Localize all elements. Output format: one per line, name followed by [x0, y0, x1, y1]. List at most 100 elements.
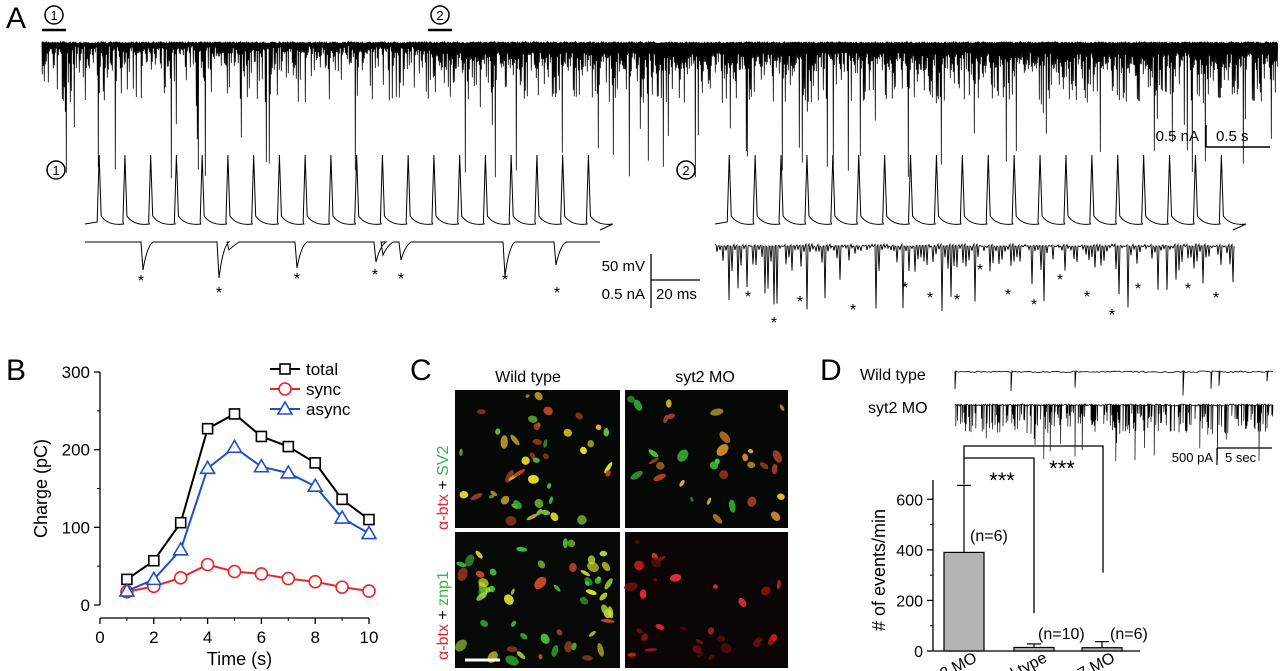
fluorescent-spot: [506, 646, 518, 653]
fluorescent-spot: [677, 449, 689, 462]
panel-d-scale-bar: 500 pA 5 sec: [1172, 447, 1272, 465]
fluorescent-spot: [603, 427, 610, 437]
x-tick-label: 2: [149, 628, 158, 647]
charge-line-chart: 0 100 200 300 0 2 4 6 8 10 Time (s) Charge (pC) tota…: [31, 360, 378, 669]
fluorescent-spot: [569, 562, 577, 573]
fluorescent-spot: [755, 637, 763, 643]
micrograph-wild-znp1: [455, 532, 620, 668]
data-point-sync: [281, 571, 296, 586]
syt2-mo-current-trace: [954, 402, 1274, 462]
fluorescent-spot: [635, 539, 640, 545]
fluorescent-spot: [776, 579, 781, 590]
fluorescent-spot: [738, 597, 747, 608]
row-label-znp1-plus: +: [435, 606, 452, 624]
data-point-sync: [173, 571, 188, 585]
event-asterisk: *: [398, 271, 404, 288]
fluorescent-spot: [478, 578, 489, 588]
fluorescent-spot: [550, 512, 559, 522]
legend-marker-total: [279, 363, 291, 375]
data-point-sync: [200, 557, 215, 572]
fluorescent-spot: [605, 469, 611, 477]
fluorescent-spot: [627, 395, 635, 403]
fluorescent-spot: [714, 458, 720, 465]
fluorescent-spot: [505, 655, 519, 666]
event-asterisk: *: [1109, 307, 1115, 324]
marker-1-top: 1: [42, 5, 66, 32]
fluorescent-spot: [543, 406, 553, 416]
fluorescent-spot: [532, 438, 542, 445]
inset-1-asterisks: * * * * * * *: [138, 267, 560, 302]
event-asterisk: *: [771, 315, 777, 332]
fluorescent-spot: [624, 582, 638, 592]
fluorescent-spot: [551, 645, 559, 657]
panel-b-letter: B: [6, 354, 26, 387]
long-current-trace: [41, 40, 1278, 179]
fluorescent-spot: [761, 586, 771, 596]
fluorescent-spot: [679, 480, 685, 487]
fluorescent-spot: [665, 399, 672, 408]
inset-scale-bar: 50 mV 0.5 nA 20 ms: [602, 254, 700, 308]
fluorescent-spot: [526, 513, 538, 521]
row-label-sv2-plus: +: [435, 476, 452, 494]
fluorescent-spot: [601, 561, 611, 572]
y-tick-label: 200: [62, 441, 90, 460]
trace-label-syt2-mo: syt2 MO: [868, 400, 928, 417]
legend-label-async: async: [306, 400, 351, 419]
fluorescent-spot: [480, 619, 489, 627]
fluorescent-spot: [584, 577, 593, 586]
fluorescent-spot: [476, 409, 486, 415]
data-point-async: [279, 464, 297, 479]
event-asterisk: *: [1185, 281, 1191, 298]
fluorescent-spot: [540, 509, 551, 516]
event-asterisk: *: [797, 294, 803, 311]
fluorescent-spot: [580, 569, 591, 577]
data-point-async: [145, 570, 163, 586]
fluorescent-spot: [530, 452, 535, 459]
fluorescent-spot: [604, 462, 613, 474]
fluorescent-spot: [485, 587, 491, 593]
inset-2-voltage-trace: [714, 154, 1247, 231]
x-tick-label: 4: [203, 628, 212, 647]
fluorescent-spot: [534, 391, 543, 401]
event-asterisk: *: [372, 267, 378, 284]
inset-scale-voltage: 50 mV: [602, 258, 645, 275]
event-asterisk: *: [1084, 289, 1090, 306]
significance-label: ***: [1049, 456, 1075, 481]
event-asterisk: *: [294, 271, 300, 288]
fluorescent-spot: [510, 434, 520, 446]
fluorescent-spot: [489, 568, 497, 576]
data-point-total: [336, 493, 348, 506]
fluorescent-spot: [713, 584, 718, 589]
fluorescent-spot: [525, 394, 530, 398]
event-asterisk: *: [554, 285, 560, 302]
y-tick-label: 0: [914, 644, 923, 661]
fluorescent-spot: [534, 576, 547, 590]
fluorescent-spot: [600, 619, 615, 623]
y-tick-label: 0: [81, 596, 90, 615]
fluorescent-spot: [475, 550, 483, 559]
data-point-total: [228, 408, 241, 420]
fluorescent-spot: [599, 592, 608, 601]
fluorescent-spot: [648, 457, 659, 465]
event-asterisk: *: [1135, 281, 1141, 298]
trace-label-wild-type: Wild type: [860, 367, 926, 384]
bar-syt2-mo: [943, 551, 985, 652]
inset-2-marker: 2: [676, 160, 696, 180]
col-label-syt2-mo: syt2 MO: [675, 369, 735, 386]
fluorescent-spot: [747, 496, 757, 507]
fluorescent-spot: [772, 450, 782, 463]
event-asterisk: *: [1057, 272, 1063, 289]
data-point-sync: [227, 564, 242, 579]
fluorescent-spot: [639, 589, 647, 599]
fluorescent-spot: [601, 604, 609, 615]
top-scale-time: 0.5 s: [1216, 128, 1249, 145]
fluorescent-spot: [553, 584, 561, 592]
data-point-sync: [254, 567, 269, 581]
series-line-async: [126, 446, 370, 592]
fluorescent-spot: [587, 561, 599, 573]
data-point-total: [309, 457, 322, 469]
category-label: Wild type: [984, 649, 1050, 671]
data-point-async: [360, 524, 378, 540]
n-label: (n=6): [970, 528, 1008, 545]
fluorescent-spot: [771, 463, 778, 475]
